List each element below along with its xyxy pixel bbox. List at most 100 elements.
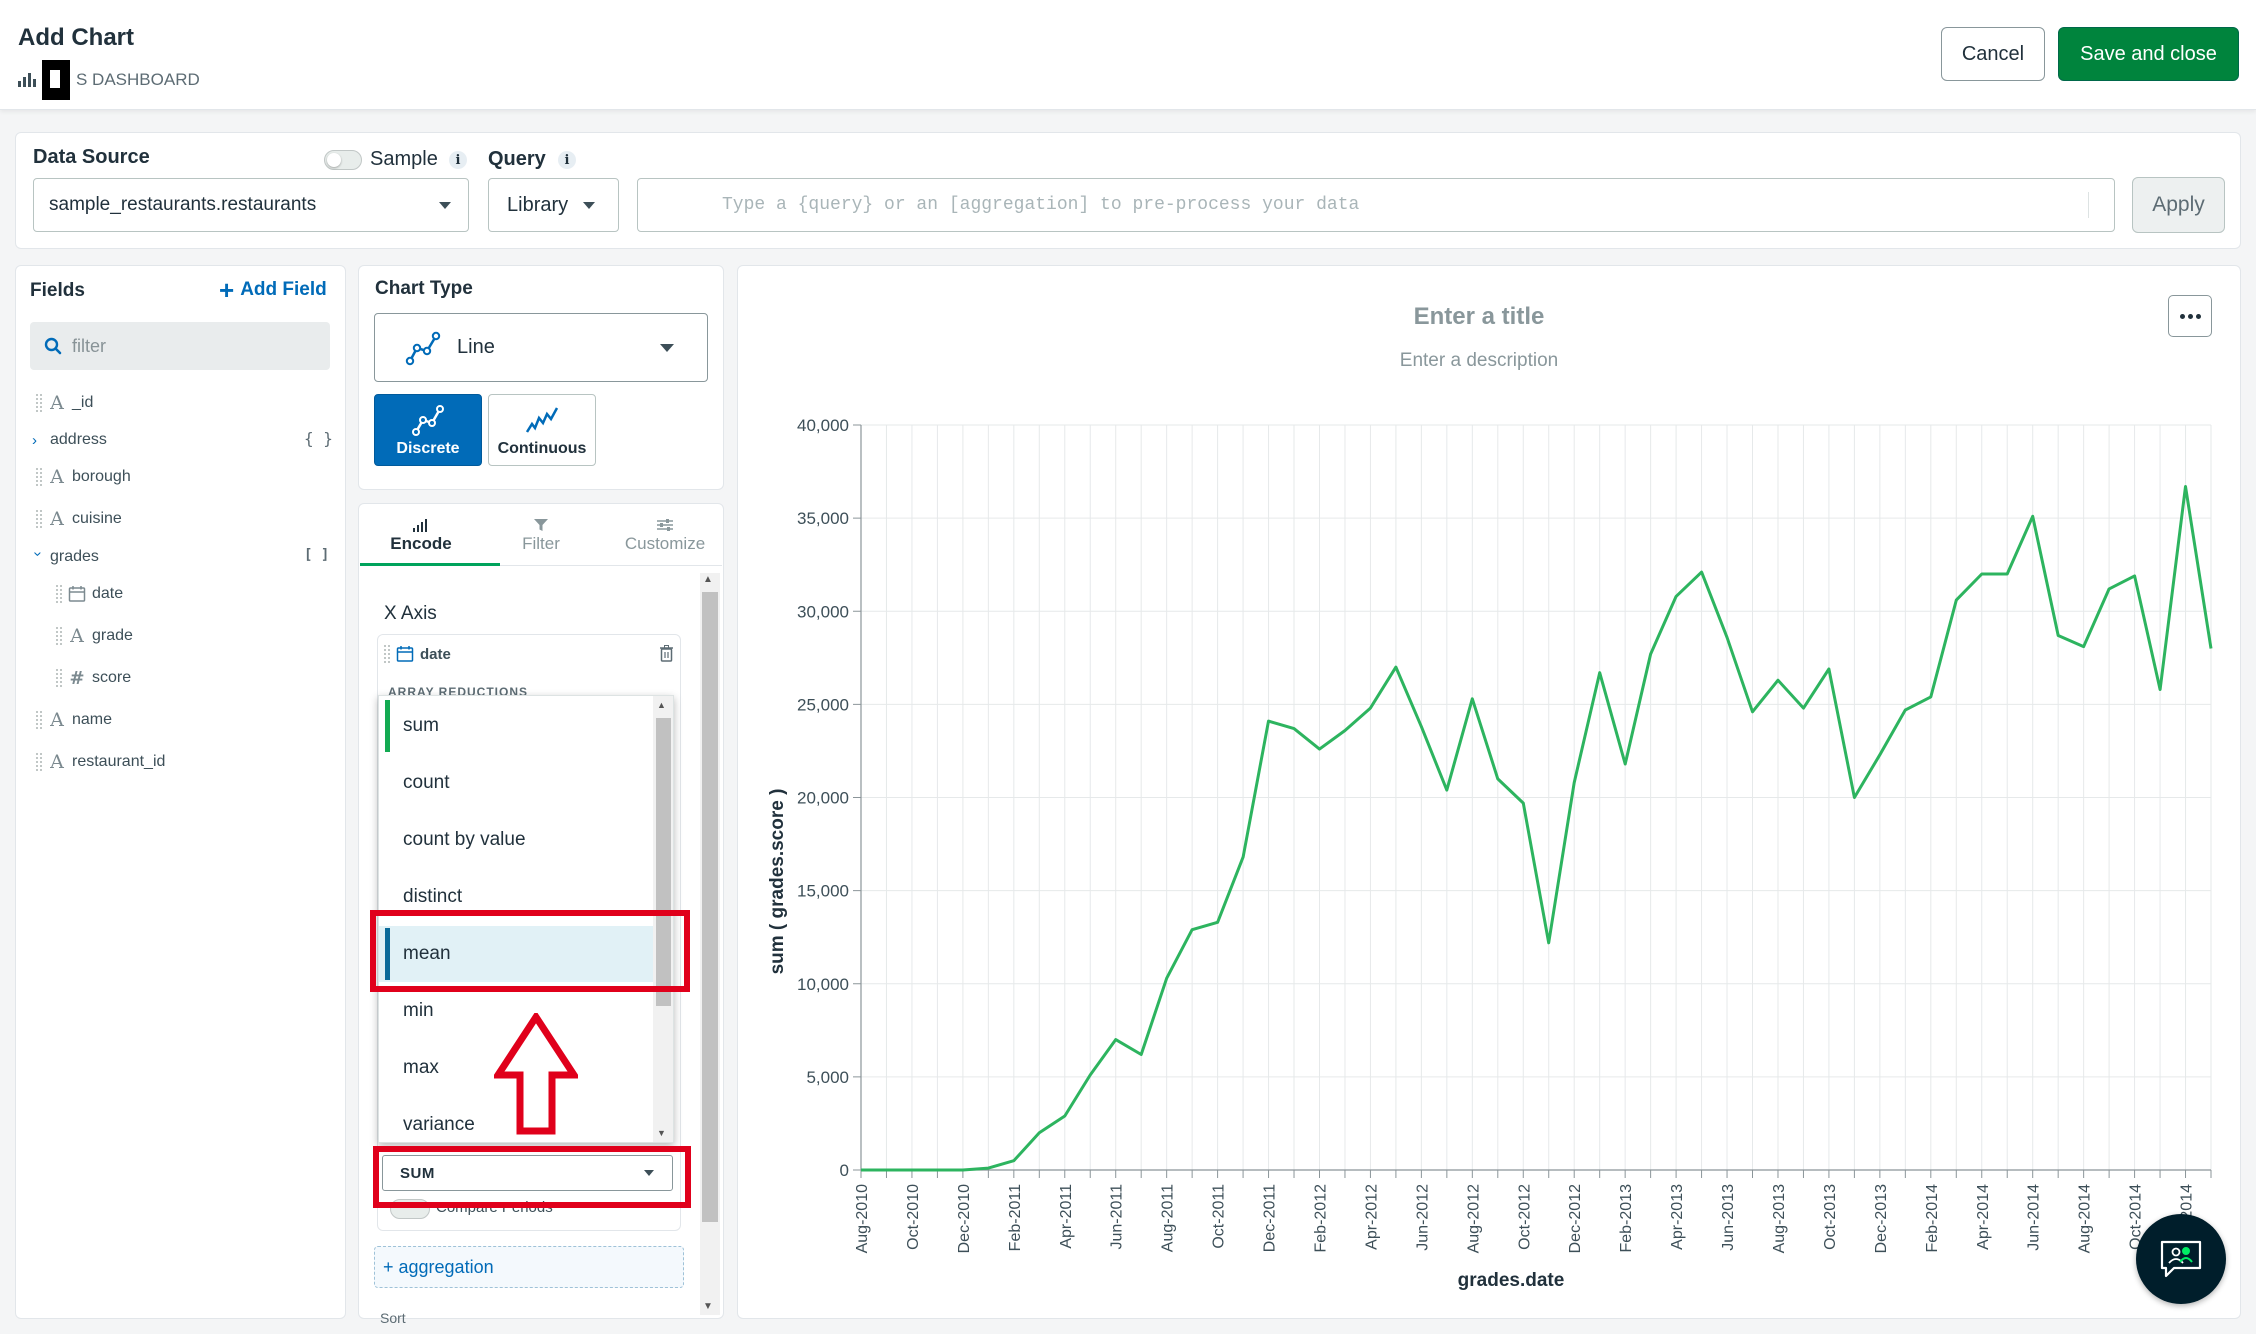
chart-description-input[interactable]: Enter a description (1399, 350, 1559, 371)
x-tick-label: Jun-2014 (2026, 1184, 2043, 1251)
cancel-button[interactable]: Cancel (1941, 27, 2045, 81)
field-name: score (92, 669, 132, 686)
x-axis-field-name: date (420, 645, 451, 663)
option-variance[interactable]: variance (403, 1114, 475, 1135)
tab-encode[interactable]: Encode (374, 518, 468, 554)
dropdown-scrollbar-thumb[interactable] (656, 718, 671, 1006)
field-filter[interactable] (30, 322, 330, 370)
encode-scrollbar-thumb[interactable] (702, 592, 718, 1222)
apply-button[interactable]: Apply (2132, 177, 2225, 233)
field-item-name[interactable]: A name (36, 706, 112, 734)
x-tick-label: Apr-2012 (1363, 1184, 1380, 1250)
chevron-right-icon[interactable]: › (32, 431, 37, 449)
calendar-icon (68, 586, 86, 602)
array-type-icon: [ ] (304, 547, 330, 563)
breadcrumb-dashboard-name[interactable]: S DASHBOARD (76, 70, 200, 89)
breadcrumb[interactable]: S DASHBOARD (18, 60, 200, 100)
field-item-cuisine[interactable]: A cuisine (36, 505, 122, 533)
continuous-button[interactable]: Continuous (488, 394, 596, 466)
number-type-icon: # (69, 667, 85, 689)
trash-icon[interactable] (659, 645, 674, 662)
scroll-up-icon[interactable]: ▲ (703, 574, 713, 585)
filter-input[interactable] (72, 335, 312, 357)
encode-icon (413, 519, 427, 532)
add-field-button[interactable]: + Add Field (219, 277, 327, 303)
app-header (0, 0, 2256, 110)
x-axis-field[interactable]: date (384, 641, 451, 667)
option-count-by-value[interactable]: count by value (403, 829, 526, 850)
drag-handle-icon[interactable] (36, 394, 42, 412)
x-tick-label: Dec-2011 (1262, 1184, 1279, 1252)
reduction-select[interactable]: SUM (382, 1155, 673, 1191)
field-name: date (92, 585, 124, 602)
scroll-down-icon[interactable]: ▼ (657, 1128, 666, 1138)
data-source-label: Data Source (33, 146, 150, 168)
chart-type-select[interactable]: Line (374, 313, 708, 382)
continuous-line-icon (525, 407, 559, 433)
chat-icon (2160, 1240, 2202, 1278)
drag-handle-icon[interactable] (36, 711, 42, 729)
scroll-up-icon[interactable]: ▲ (657, 700, 666, 710)
x-tick-label: Jun-2012 (1414, 1184, 1431, 1251)
option-sum[interactable]: sum (379, 698, 653, 754)
drag-handle-icon[interactable] (36, 510, 42, 528)
x-tick-label: Dec-2010 (956, 1184, 973, 1253)
x-tick-label: Jun-2013 (1720, 1184, 1737, 1251)
library-select[interactable]: Library (488, 178, 619, 232)
active-tab-indicator (360, 563, 500, 566)
string-type-icon: A (50, 751, 64, 773)
x-tick-label: Oct-2014 (2128, 1184, 2145, 1250)
option-max[interactable]: max (403, 1057, 439, 1078)
tab-customize[interactable]: Customize (612, 518, 718, 554)
field-name: _id (72, 394, 94, 411)
query-input[interactable] (637, 178, 2115, 232)
drag-handle-icon[interactable] (56, 585, 62, 603)
chart-type-value: Line (457, 336, 495, 358)
drag-handle-icon[interactable] (36, 753, 42, 771)
option-mean[interactable]: mean (379, 926, 653, 982)
x-tick-label: Apr-2013 (1669, 1184, 1686, 1250)
discrete-button[interactable]: Discrete (374, 394, 482, 466)
option-distinct[interactable]: distinct (403, 886, 463, 907)
field-item-restaurant-id[interactable]: A restaurant_id (36, 748, 165, 776)
sample-info-icon[interactable]: i (449, 151, 467, 169)
field-item-grades[interactable]: › grades (29, 543, 99, 571)
x-tick-label: Oct-2012 (1516, 1184, 1533, 1250)
option-min[interactable]: min (403, 1000, 434, 1021)
drag-handle-icon[interactable] (384, 645, 390, 663)
tab-filter[interactable]: Filter (500, 518, 582, 554)
drag-handle-icon[interactable] (36, 468, 42, 486)
reduction-select-value: SUM (400, 1164, 435, 1182)
field-item-address[interactable]: › address (32, 426, 107, 454)
field-item-grades-date[interactable]: date (56, 580, 123, 608)
data-source-value: sample_restaurants.restaurants (49, 194, 317, 215)
chat-support-button[interactable] (2136, 1214, 2226, 1304)
drag-handle-icon[interactable] (56, 669, 62, 687)
field-name: grades (50, 548, 99, 565)
field-item-grades-grade[interactable]: A grade (56, 622, 133, 650)
field-item-borough[interactable]: A borough (36, 463, 131, 491)
string-type-icon: A (50, 466, 64, 488)
x-tick-label: Dec-2013 (1873, 1184, 1890, 1253)
option-count[interactable]: count (403, 772, 450, 793)
add-aggregation-button[interactable]: + aggregation (374, 1246, 684, 1288)
fields-title: Fields (30, 280, 85, 301)
save-and-close-button[interactable]: Save and close (2058, 27, 2239, 81)
chevron-down-icon[interactable]: › (29, 551, 47, 556)
tab-encode-label: Encode (390, 534, 452, 553)
scroll-down-icon[interactable]: ▼ (703, 1301, 713, 1312)
search-icon (44, 337, 62, 355)
more-options-button[interactable] (2168, 295, 2212, 337)
sample-toggle[interactable] (324, 150, 362, 170)
data-source-select[interactable]: sample_restaurants.restaurants (33, 178, 469, 232)
drag-handle-icon[interactable] (56, 627, 62, 645)
chart-title-input[interactable]: Enter a title (1413, 303, 1545, 330)
x-tick-label: Dec-2012 (1567, 1184, 1584, 1253)
field-item-id[interactable]: A _id (36, 389, 93, 417)
y-tick-label: 25,000 (797, 695, 849, 714)
query-label: Query (488, 148, 546, 170)
query-info-icon[interactable]: i (558, 151, 576, 169)
field-name: address (50, 431, 107, 448)
x-tick-label: Aug-2013 (1771, 1184, 1788, 1253)
field-item-grades-score[interactable]: # score (56, 664, 131, 692)
